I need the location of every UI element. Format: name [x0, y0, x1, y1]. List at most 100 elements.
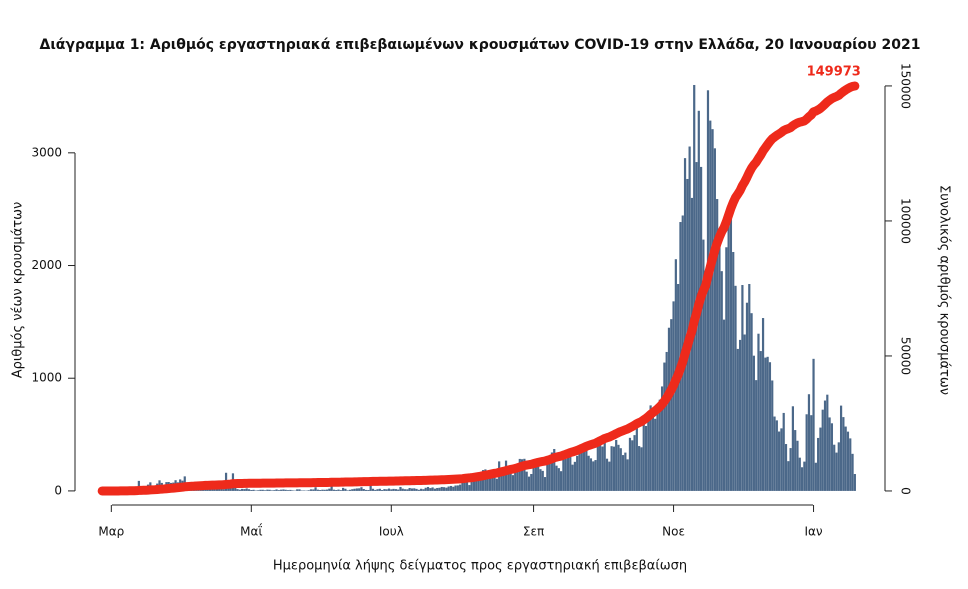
bar: [417, 489, 420, 491]
bar: [722, 319, 726, 491]
bar: [842, 417, 845, 491]
y-axis-label: Αριθμός νέων κρουσμάτων: [11, 202, 26, 379]
y2-tick-label: 50000: [899, 337, 913, 375]
bar: [826, 394, 829, 491]
bar: [693, 84, 696, 491]
bar: [580, 446, 583, 491]
bar: [796, 440, 799, 491]
bar: [711, 129, 714, 491]
bar: [644, 426, 648, 491]
bar: [342, 487, 345, 491]
bar: [667, 327, 671, 491]
bar: [422, 489, 425, 491]
bar: [775, 420, 778, 491]
bar: [353, 488, 356, 491]
value-label: 149973: [807, 65, 861, 80]
bar: [309, 489, 313, 491]
bar: [261, 489, 264, 491]
bar: [768, 362, 772, 491]
bar: [431, 487, 434, 491]
bar: [504, 460, 508, 491]
bar: [447, 486, 450, 491]
x-axis-label: Ημερομηνία λήψης δείγματος προς εργαστηρ…: [273, 559, 687, 574]
y-tick-label: 1000: [31, 371, 62, 385]
bar: [619, 448, 622, 491]
bar: [605, 458, 609, 491]
bar: [656, 411, 659, 491]
bar: [401, 488, 404, 491]
bar: [716, 199, 719, 491]
bar: [732, 252, 735, 491]
bar: [481, 470, 485, 491]
bar: [537, 466, 540, 491]
bar: [550, 452, 554, 491]
bar: [394, 489, 397, 491]
x-tick-label: Μαρ: [98, 525, 124, 539]
bar: [794, 430, 797, 491]
bar: [596, 439, 599, 491]
bar: [319, 490, 322, 491]
bar: [548, 461, 551, 491]
bar: [564, 458, 567, 491]
y2-axis-label: Συνολικός αριθμός κρουσμάτων: [937, 185, 952, 395]
bar: [787, 461, 790, 491]
bar: [456, 485, 459, 491]
bar: [316, 489, 319, 491]
bar: [814, 462, 817, 491]
bar: [312, 489, 315, 491]
bar: [576, 455, 579, 491]
bar: [741, 285, 744, 491]
bar: [397, 489, 400, 491]
bar: [245, 488, 248, 491]
bar: [374, 489, 377, 491]
cumulative-line: [97, 81, 860, 496]
bar: [307, 490, 310, 491]
bar: [507, 467, 510, 491]
bar: [491, 470, 494, 491]
bar: [647, 412, 650, 491]
bar: [284, 489, 287, 491]
bar: [757, 333, 760, 491]
bar: [658, 399, 661, 491]
bar: [484, 469, 487, 491]
bar: [420, 488, 423, 491]
bar: [839, 405, 843, 491]
bar: [387, 488, 391, 491]
bar: [383, 489, 386, 491]
bar: [332, 489, 336, 491]
bar: [851, 453, 854, 491]
bar: [739, 339, 742, 491]
bar: [429, 488, 432, 491]
bar: [454, 485, 457, 491]
bar: [704, 276, 707, 491]
bar: [268, 489, 271, 491]
bar: [589, 458, 593, 491]
bar: [780, 428, 783, 491]
y-tick-label: 2000: [31, 258, 62, 272]
bar: [725, 247, 728, 491]
chart-title: Διάγραμμα 1: Αριθμός εργαστηριακά επιβεβ…: [40, 37, 921, 53]
bar: [610, 446, 613, 491]
bar: [789, 448, 792, 491]
bar: [470, 479, 473, 491]
bar: [791, 406, 794, 491]
bar: [227, 486, 230, 491]
bar: [410, 488, 414, 491]
x-tick-label: Μαΐ: [240, 524, 262, 539]
bar: [360, 487, 363, 491]
bar: [624, 452, 627, 491]
bar: [298, 489, 301, 491]
bar: [555, 465, 558, 491]
bar: [440, 486, 443, 491]
bar: [523, 458, 526, 491]
bar: [479, 477, 482, 491]
bar: [493, 472, 496, 491]
bar: [392, 488, 395, 491]
bar: [259, 489, 262, 491]
bar: [488, 471, 492, 491]
x-tick-label: Νοε: [662, 525, 685, 539]
bar: [755, 380, 758, 491]
bar: [748, 284, 751, 491]
bar: [468, 485, 471, 491]
bar: [328, 488, 331, 491]
